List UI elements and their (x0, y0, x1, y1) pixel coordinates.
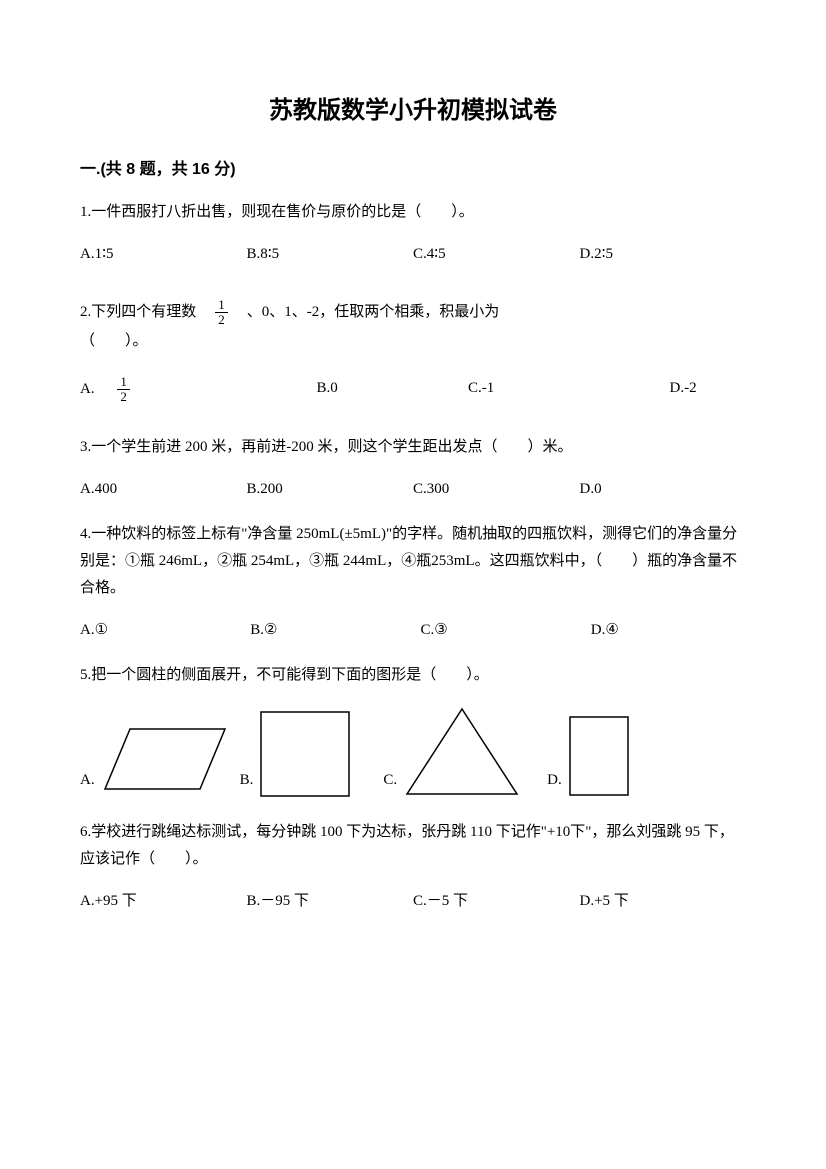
q2-frac-num: 1 (215, 298, 228, 313)
q1-option-b: B.8∶5 (247, 241, 414, 268)
q1-option-d: D.2∶5 (580, 241, 747, 268)
q2-blank: （ ）。 (80, 328, 746, 355)
q2-text-after: 、0、1、-2，任取两个相乘，积最小为 (232, 299, 500, 326)
section-header: 一.(共 8 题，共 16 分) (80, 155, 746, 179)
square-icon (258, 709, 353, 799)
q3-option-b: B.200 (247, 476, 414, 503)
q3-options: A.400 B.200 C.300 D.0 (80, 476, 746, 503)
q5-shape-b: B. (240, 709, 354, 799)
q4-options: A.① B.② C.③ D.④ (80, 617, 746, 644)
q2-option-b: B.0 (247, 375, 414, 405)
question-2: 2.下列四个有理数 1 2 、0、1、-2，任取两个相乘，积最小为 （ ）。 A… (80, 298, 746, 404)
q2-frac-den: 2 (215, 313, 228, 327)
question-1: 1.一件西服打八折出售，则现在售价与原价的比是（ ）。 A.1∶5 B.8∶5 … (80, 199, 746, 268)
q2-a-fraction: 1 2 (117, 375, 130, 405)
q6-option-c: C.－5 下 (413, 888, 580, 915)
q4-option-b: B.② (250, 617, 417, 644)
q5-label-b: B. (240, 767, 254, 794)
q5-text: 5.把一个圆柱的侧面展开，不可能得到下面的图形是（ ）。 (80, 662, 746, 689)
q1-option-c: C.4∶5 (413, 241, 580, 268)
question-4: 4.一种饮料的标签上标有"净含量 250mL(±5mL)"的字样。随机抽取的四瓶… (80, 521, 746, 644)
q2-options: A. 1 2 B.0 C.-1 D.-2 (80, 375, 746, 405)
q2-text-before: 2.下列四个有理数 (80, 299, 211, 326)
q2-option-c: C.-1 (413, 375, 580, 405)
q3-option-a: A.400 (80, 476, 247, 503)
q3-option-c: C.300 (413, 476, 580, 503)
q2-fraction: 1 2 (215, 298, 228, 328)
q2-option-a: A. 1 2 (80, 375, 247, 405)
q6-option-d: D.+5 下 (580, 888, 747, 915)
triangle-icon (402, 704, 522, 799)
q2-a-frac-num: 1 (117, 375, 130, 390)
q1-option-a: A.1∶5 (80, 241, 247, 268)
q5-label-d: D. (547, 767, 562, 794)
q4-text: 4.一种饮料的标签上标有"净含量 250mL(±5mL)"的字样。随机抽取的四瓶… (80, 521, 746, 602)
q4-option-a: A.① (80, 617, 247, 644)
q1-text: 1.一件西服打八折出售，则现在售价与原价的比是（ ）。 (80, 199, 746, 226)
q5-shape-d: D. (547, 714, 632, 799)
q5-shape-c: C. (383, 704, 522, 799)
q2-option-d: D.-2 (580, 375, 747, 405)
q5-label-a: A. (80, 767, 95, 794)
q6-text: 6.学校进行跳绳达标测试，每分钟跳 100 下为达标，张丹跳 110 下记作"+… (80, 819, 746, 873)
q3-text: 3.一个学生前进 200 米，再前进-200 米，则这个学生距出发点（ ）米。 (80, 434, 746, 461)
q2-text-line1: 2.下列四个有理数 1 2 、0、1、-2，任取两个相乘，积最小为 (80, 298, 746, 328)
question-5: 5.把一个圆柱的侧面展开，不可能得到下面的图形是（ ）。 A. B. C. D. (80, 662, 746, 799)
q2-a-prefix: A. (80, 381, 110, 397)
q6-options: A.+95 下 B.－95 下 C.－5 下 D.+5 下 (80, 888, 746, 915)
question-6: 6.学校进行跳绳达标测试，每分钟跳 100 下为达标，张丹跳 110 下记作"+… (80, 819, 746, 915)
q5-label-c: C. (383, 767, 397, 794)
q6-option-a: A.+95 下 (80, 888, 247, 915)
q6-option-b: B.－95 下 (247, 888, 414, 915)
parallelogram-icon (100, 719, 230, 799)
q1-options: A.1∶5 B.8∶5 C.4∶5 D.2∶5 (80, 241, 746, 268)
q2-a-frac-den: 2 (117, 390, 130, 404)
question-3: 3.一个学生前进 200 米，再前进-200 米，则这个学生距出发点（ ）米。 … (80, 434, 746, 503)
page-title: 苏教版数学小升初模拟试卷 (80, 90, 746, 125)
q5-shapes: A. B. C. D. (80, 704, 746, 799)
q5-shape-a: A. (80, 719, 230, 799)
rectangle-icon (567, 714, 632, 799)
q3-option-d: D.0 (580, 476, 747, 503)
q4-option-c: C.③ (421, 617, 588, 644)
q4-option-d: D.④ (591, 617, 619, 644)
